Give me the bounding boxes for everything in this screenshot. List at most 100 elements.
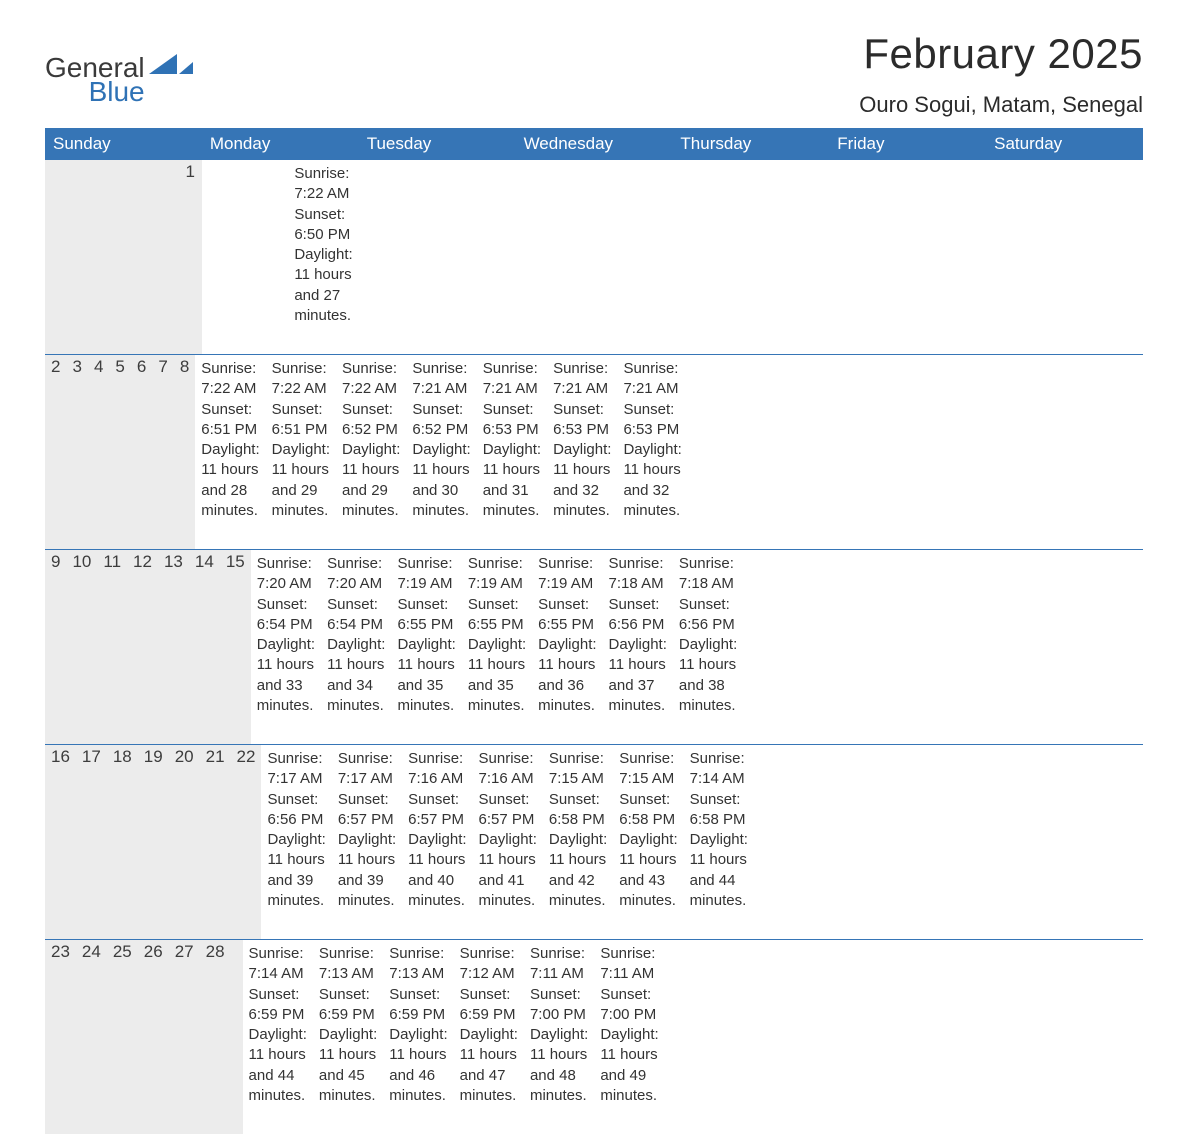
sunrise-text: Sunrise: 7:11 AM — [600, 944, 658, 985]
dow-wednesday: Wednesday — [516, 128, 673, 160]
sunset-text: Sunset: 6:58 PM — [690, 790, 748, 831]
day-cell: Sunrise: 7:18 AMSunset: 6:56 PMDaylight:… — [673, 550, 743, 744]
dow-monday: Monday — [202, 128, 359, 160]
day-number: 27 — [169, 940, 200, 1134]
sunrise-text: Sunrise: 7:21 AM — [483, 359, 541, 400]
daylight-text: Daylight: 11 hours and 39 minutes. — [338, 830, 396, 911]
daylight-text: Daylight: 11 hours and 30 minutes. — [412, 440, 470, 521]
sunset-text: Sunset: 6:58 PM — [549, 790, 607, 831]
day-cell: Sunrise: 7:20 AMSunset: 6:54 PMDaylight:… — [321, 550, 391, 744]
sunrise-text: Sunrise: 7:17 AM — [267, 749, 325, 790]
day-cell: Sunrise: 7:20 AMSunset: 6:54 PMDaylight:… — [251, 550, 321, 744]
day-cell: Sunrise: 7:22 AMSunset: 6:51 PMDaylight:… — [195, 355, 265, 549]
calendar-week: 1Sunrise: 7:22 AMSunset: 6:50 PMDaylight… — [45, 160, 1143, 354]
sunset-text: Sunset: 7:00 PM — [600, 985, 658, 1026]
day-number: 19 — [138, 745, 169, 939]
daynum-strip: 16171819202122 — [45, 745, 261, 939]
day-cell: Sunrise: 7:17 AMSunset: 6:57 PMDaylight:… — [332, 745, 402, 939]
daylight-text: Daylight: 11 hours and 48 minutes. — [530, 1025, 588, 1106]
day-number — [112, 160, 134, 354]
day-cell: Sunrise: 7:17 AMSunset: 6:56 PMDaylight:… — [261, 745, 331, 939]
day-cell: Sunrise: 7:11 AMSunset: 7:00 PMDaylight:… — [594, 940, 664, 1134]
calendar-week: 9101112131415Sunrise: 7:20 AMSunset: 6:5… — [45, 549, 1143, 744]
day-cell: Sunrise: 7:18 AMSunset: 6:56 PMDaylight:… — [603, 550, 673, 744]
sunset-text: Sunset: 6:58 PM — [619, 790, 677, 831]
day-cell: Sunrise: 7:14 AMSunset: 6:58 PMDaylight:… — [684, 745, 754, 939]
day-cell: Sunrise: 7:21 AMSunset: 6:53 PMDaylight:… — [617, 355, 687, 549]
sunset-text: Sunset: 6:52 PM — [342, 400, 400, 441]
sunrise-text: Sunrise: 7:14 AM — [249, 944, 307, 985]
daybody-row: Sunrise: 7:14 AMSunset: 6:59 PMDaylight:… — [243, 940, 677, 1134]
daylight-text: Daylight: 11 hours and 27 minutes. — [294, 245, 352, 326]
day-cell: Sunrise: 7:15 AMSunset: 6:58 PMDaylight:… — [543, 745, 613, 939]
sunset-text: Sunset: 6:50 PM — [294, 205, 352, 246]
day-number: 21 — [200, 745, 231, 939]
day-cell — [274, 160, 288, 354]
sunrise-text: Sunrise: 7:15 AM — [619, 749, 677, 790]
day-cell: Sunrise: 7:21 AMSunset: 6:53 PMDaylight:… — [477, 355, 547, 549]
page-title: February 2025 — [859, 30, 1143, 78]
day-cell: Sunrise: 7:16 AMSunset: 6:57 PMDaylight:… — [473, 745, 543, 939]
daylight-text: Daylight: 11 hours and 44 minutes. — [249, 1025, 307, 1106]
daylight-text: Daylight: 11 hours and 31 minutes. — [483, 440, 541, 521]
day-number: 7 — [152, 355, 173, 549]
daylight-text: Daylight: 11 hours and 29 minutes. — [342, 440, 400, 521]
day-number: 10 — [66, 550, 97, 744]
sunrise-text: Sunrise: 7:15 AM — [549, 749, 607, 790]
daynum-strip: 9101112131415 — [45, 550, 251, 744]
daylight-text: Daylight: 11 hours and 47 minutes. — [460, 1025, 518, 1106]
sunrise-text: Sunrise: 7:19 AM — [468, 554, 526, 595]
daylight-text: Daylight: 11 hours and 45 minutes. — [319, 1025, 377, 1106]
sunset-text: Sunset: 6:55 PM — [468, 595, 526, 636]
day-cell: Sunrise: 7:19 AMSunset: 6:55 PMDaylight:… — [532, 550, 602, 744]
day-number: 22 — [231, 745, 262, 939]
sunset-text: Sunset: 6:51 PM — [201, 400, 259, 441]
calendar-week: 2345678Sunrise: 7:22 AMSunset: 6:51 PMDa… — [45, 354, 1143, 549]
day-cell — [260, 160, 274, 354]
logo: General Blue — [45, 30, 193, 106]
day-number: 18 — [107, 745, 138, 939]
calendar-week: 16171819202122Sunrise: 7:17 AMSunset: 6:… — [45, 744, 1143, 939]
sunset-text: Sunset: 6:55 PM — [538, 595, 596, 636]
day-number: 2 — [45, 355, 66, 549]
sunrise-text: Sunrise: 7:22 AM — [201, 359, 259, 400]
daybody-row: Sunrise: 7:17 AMSunset: 6:56 PMDaylight:… — [261, 745, 754, 939]
daybody-row: Sunrise: 7:22 AMSunset: 6:51 PM Daylight:… — [195, 355, 688, 549]
sunrise-text: Sunrise: 7:17 AM — [338, 749, 396, 790]
sunset-text: Sunset: 6:54 PM — [327, 595, 385, 636]
sunrise-text: Sunrise: 7:13 AM — [319, 944, 377, 985]
day-cell: Sunrise: 7:19 AMSunset: 6:55 PMDaylight:… — [391, 550, 461, 744]
sunrise-text: Sunrise: 7:21 AM — [553, 359, 611, 400]
sunset-text: Sunset: 6:59 PM — [389, 985, 447, 1026]
sunrise-text: Sunrise: 7:21 AM — [412, 359, 470, 400]
day-of-week-header: Sunday Monday Tuesday Wednesday Thursday… — [45, 128, 1143, 160]
daylight-text: Daylight: 11 hours and 43 minutes. — [619, 830, 677, 911]
dow-saturday: Saturday — [986, 128, 1143, 160]
day-number: 11 — [97, 550, 127, 744]
daylight-text: Daylight: 11 hours and 41 minutes. — [479, 830, 537, 911]
calendar-week: 232425262728Sunrise: 7:14 AMSunset: 6:59… — [45, 939, 1143, 1134]
sunrise-text: Sunrise: 7:13 AM — [389, 944, 447, 985]
day-number: 4 — [88, 355, 109, 549]
day-cell — [231, 160, 245, 354]
day-number: 8 — [174, 355, 195, 549]
day-number: 13 — [158, 550, 189, 744]
sunrise-text: Sunrise: 7:20 AM — [257, 554, 315, 595]
sunset-text: Sunset: 6:53 PM — [553, 400, 611, 441]
sunrise-text: Sunrise: 7:18 AM — [609, 554, 667, 595]
day-number — [90, 160, 112, 354]
sunrise-text: Sunrise: 7:18 AM — [679, 554, 737, 595]
day-cell: Sunrise: 7:12 AMSunset: 6:59 PMDaylight:… — [454, 940, 524, 1134]
sunrise-text: Sunrise: 7:19 AM — [538, 554, 596, 595]
header: General Blue February 2025 Ouro Sogui, M… — [45, 30, 1143, 118]
sunset-text: Sunset: 6:59 PM — [460, 985, 518, 1026]
day-number: 14 — [189, 550, 220, 744]
day-cell: Sunrise: 7:13 AMSunset: 6:59 PMDaylight:… — [383, 940, 453, 1134]
sunset-text: Sunset: 6:52 PM — [412, 400, 470, 441]
day-number: 24 — [76, 940, 107, 1134]
sunset-text: Sunset: 6:56 PM — [267, 790, 325, 831]
logo-text: General Blue — [45, 54, 145, 106]
dow-thursday: Thursday — [672, 128, 829, 160]
sunset-text: Sunset: 6:56 PM — [609, 595, 667, 636]
day-number: 23 — [45, 940, 76, 1134]
